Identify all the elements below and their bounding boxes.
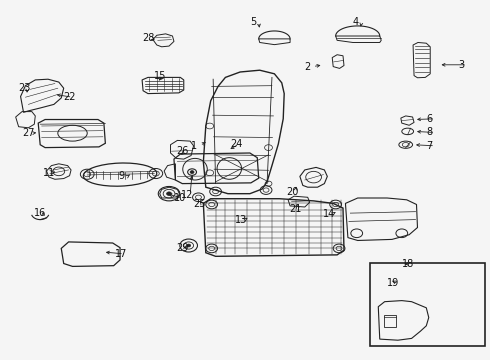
Text: 20: 20 [287, 186, 299, 197]
Text: 24: 24 [230, 139, 243, 149]
Text: 5: 5 [250, 17, 256, 27]
Text: 19: 19 [387, 278, 399, 288]
Text: 4: 4 [353, 17, 359, 27]
Bar [370, 263, 485, 346]
Text: 15: 15 [154, 71, 167, 81]
Text: 28: 28 [142, 33, 154, 43]
Bar [384, 315, 396, 327]
Text: 7: 7 [426, 141, 433, 151]
Text: 6: 6 [426, 114, 433, 124]
Text: 8: 8 [426, 127, 433, 138]
Text: 27: 27 [23, 128, 35, 138]
Text: 23: 23 [19, 83, 31, 93]
Text: 18: 18 [402, 258, 414, 269]
Text: 9: 9 [119, 171, 124, 181]
Text: 25: 25 [194, 199, 206, 210]
Text: 14: 14 [323, 209, 336, 219]
Text: 22: 22 [64, 92, 76, 102]
Text: 12: 12 [181, 190, 194, 200]
Text: 26: 26 [176, 146, 189, 156]
Ellipse shape [187, 244, 191, 247]
Text: 11: 11 [43, 168, 55, 178]
Text: 29: 29 [176, 243, 189, 253]
Text: 1: 1 [191, 141, 197, 151]
Text: 16: 16 [34, 208, 47, 218]
Ellipse shape [167, 192, 172, 195]
Ellipse shape [190, 171, 194, 174]
Text: 10: 10 [174, 193, 186, 203]
Text: 13: 13 [235, 215, 247, 225]
Text: 21: 21 [289, 204, 301, 214]
Text: 2: 2 [304, 62, 310, 72]
Text: 3: 3 [458, 60, 465, 70]
Text: 17: 17 [115, 249, 127, 259]
